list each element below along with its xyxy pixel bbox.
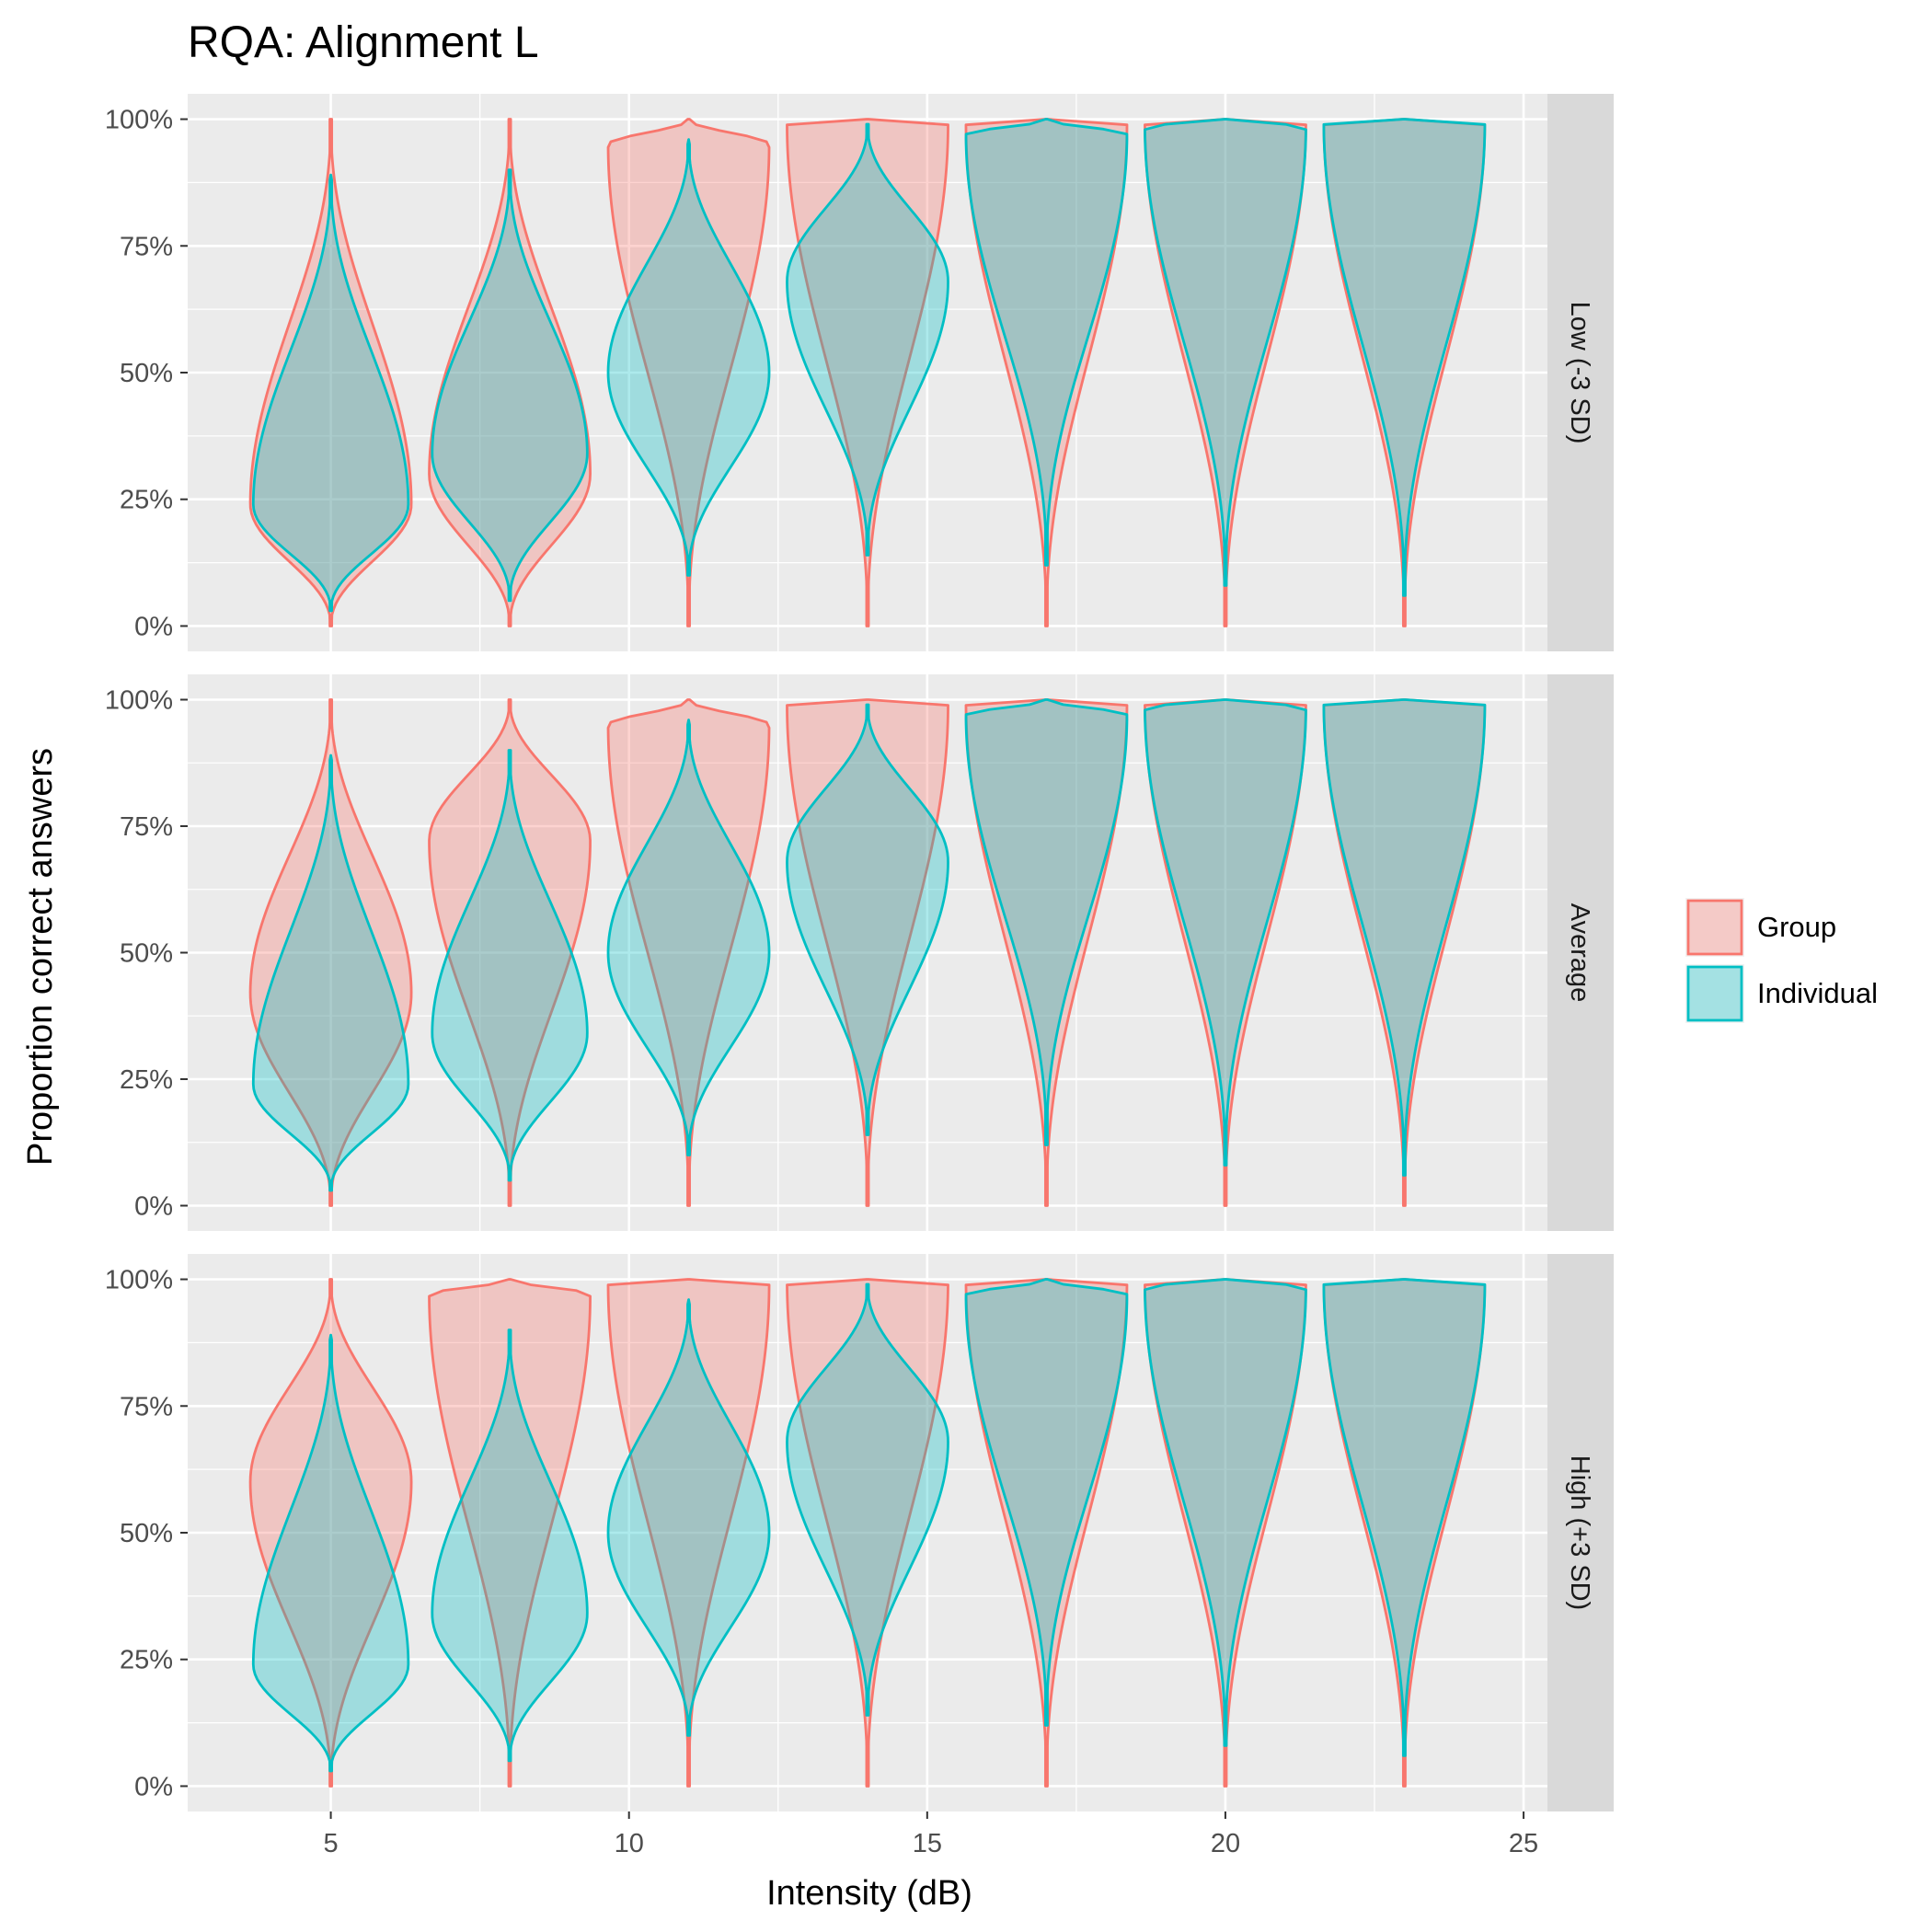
violin-individual: [1144, 1278, 1307, 1747]
violin-group: [786, 1278, 949, 1788]
violin-individual: [251, 1333, 410, 1773]
x-tick-label: 20: [1211, 1829, 1240, 1858]
legend-label: Individual: [1757, 977, 1878, 1009]
x-tick-label: 15: [913, 1829, 942, 1858]
violin-individual: [1144, 698, 1307, 1167]
facet-panel: 0% 25% 50% 75% 100% High (+3 SD): [105, 1254, 1614, 1811]
y-tick-label: 0%: [134, 1192, 173, 1222]
y-tick-label: 100%: [105, 1266, 173, 1295]
y-tick-label: 25%: [120, 1646, 173, 1675]
violin-group: [248, 1278, 413, 1788]
y-tick-label: 50%: [120, 359, 173, 388]
violin-individual: [431, 168, 589, 603]
facet-strip: [1547, 94, 1614, 651]
y-tick-label: 0%: [134, 612, 173, 641]
y-tick-label: 50%: [120, 939, 173, 969]
violin-group: [428, 118, 592, 627]
violin-individual: [964, 1278, 1129, 1727]
violin-group: [786, 698, 949, 1207]
legend-key-background: [1685, 964, 1744, 1023]
facet-strip-label: Average: [1565, 903, 1594, 1003]
violin-individual: [606, 138, 771, 577]
violin-individual: [786, 1282, 949, 1717]
facet-panel: 0% 25% 50% 75% 100% Average: [105, 674, 1614, 1231]
violin-individual: [251, 753, 410, 1192]
violin-individual: [786, 703, 949, 1136]
violin-individual: [964, 118, 1129, 567]
legend-key-group: [1686, 899, 1743, 956]
facet-strip-label: High (+3 SD): [1565, 1455, 1594, 1610]
violin-individual: [431, 749, 589, 1182]
violin-group: [786, 118, 949, 627]
x-axis-title: Intensity (dB): [766, 1874, 972, 1913]
facet-panel: 0% 25% 50% 75% 100% Low (-3 SD): [105, 94, 1614, 651]
legend: Group Individual: [1685, 898, 1878, 1023]
y-tick-label: 25%: [120, 486, 173, 515]
facet-strip-label: Low (-3 SD): [1565, 302, 1594, 444]
violin-group: [248, 698, 413, 1207]
x-axis: 5 10 15 20 25: [324, 1811, 1538, 1858]
violin-individual: [606, 719, 771, 1156]
violin-individual: [786, 122, 949, 557]
violin-group: [606, 1278, 771, 1788]
facet-strip: [1547, 1254, 1614, 1811]
violin-group: [606, 118, 771, 627]
violin-individual: [606, 1298, 771, 1737]
y-axis-title: Proportion correct answers: [21, 748, 60, 1166]
x-tick-label: 5: [324, 1829, 339, 1858]
violin-individual: [1322, 698, 1487, 1177]
y-tick-label: 0%: [134, 1772, 173, 1801]
violin-group: [606, 698, 771, 1207]
legend-label: Group: [1757, 911, 1836, 943]
violin-individual: [1322, 118, 1487, 597]
legend-key-individual: [1686, 965, 1743, 1022]
y-tick-label: 25%: [120, 1065, 173, 1095]
violin-individual: [964, 698, 1129, 1146]
y-tick-label: 50%: [120, 1519, 173, 1548]
legend-key-background: [1685, 898, 1744, 957]
x-tick-label: 25: [1509, 1829, 1538, 1858]
violin-group: [428, 1278, 592, 1788]
y-tick-label: 100%: [105, 686, 173, 716]
violin-group: [248, 118, 413, 627]
facet-strip: [1547, 674, 1614, 1231]
x-tick-label: 10: [615, 1829, 644, 1858]
y-tick-label: 75%: [120, 812, 173, 842]
violin-individual: [1144, 118, 1307, 587]
violin-individual: [431, 1328, 589, 1763]
facet-panels: 0% 25% 50% 75% 100% Low (-3 SD) 0% 25% 50% 75% 100…: [105, 94, 1614, 1811]
chart-title: RQA: Alignment L: [188, 18, 539, 67]
violin-individual: [251, 173, 410, 613]
violin-individual: [1322, 1278, 1487, 1757]
y-tick-label: 100%: [105, 106, 173, 135]
y-tick-label: 75%: [120, 232, 173, 261]
violin-group: [428, 698, 592, 1207]
y-tick-label: 75%: [120, 1392, 173, 1421]
